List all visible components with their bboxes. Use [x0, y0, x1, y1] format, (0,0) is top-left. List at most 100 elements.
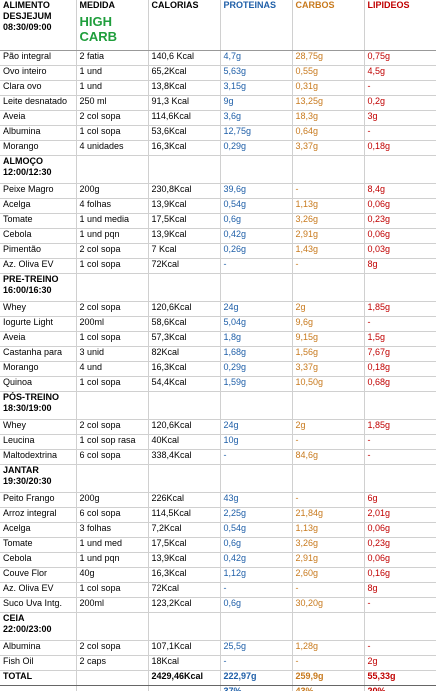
food-row: Ovo inteiro 1 und 65,2Kcal 5,63g 0,55g 4,5g: [0, 65, 436, 81]
section-title: JANTAR: [3, 465, 39, 475]
protein: 3,6g: [220, 110, 293, 126]
food-row: Cebola 1 und pqn 13,9Kcal 0,42g 2,91g 0,06g: [0, 552, 436, 568]
measure: 200g: [76, 492, 149, 508]
fat: 8,4g: [364, 183, 436, 199]
carbs: 30,20g: [292, 597, 365, 613]
carbs: 3,26g: [292, 213, 365, 229]
fat: -: [364, 316, 436, 332]
fat: 1,85g: [364, 301, 436, 317]
protein: 1,68g: [220, 346, 293, 362]
protein: 1,8g: [220, 331, 293, 347]
carbs: 0,64g: [292, 125, 365, 141]
fat: 2,01g: [364, 507, 436, 523]
protein: 0,29g: [220, 140, 293, 156]
measure: 1 und med: [76, 537, 149, 553]
measure: 2 fatia: [76, 50, 149, 66]
fat: 2g: [364, 655, 436, 671]
food: Suco Uva Intg.: [0, 597, 77, 613]
food-row: Peito Frango 200g 226Kcal 43g -6g: [0, 492, 436, 508]
fat: -: [364, 449, 436, 465]
measure: 1 col sopa: [76, 331, 149, 347]
calories: 123,2Kcal: [148, 597, 221, 613]
food: Morango: [0, 361, 77, 377]
protein: 43g: [220, 492, 293, 508]
measure: 6 col sopa: [76, 449, 149, 465]
food-row: Aveia 2 col sopa 114,6Kcal 3,6g 18,3g 3g: [0, 110, 436, 126]
section-cell: ALMOÇO 12:00/12:30: [0, 155, 77, 184]
protein: 0,26g: [220, 243, 293, 259]
empty-cell: [292, 273, 365, 302]
carbs: 2g: [292, 301, 365, 317]
food: Quinoa: [0, 376, 77, 392]
header-food: ALIMENTO: [3, 0, 50, 10]
measure: 2 col sopa: [76, 419, 149, 435]
food: Aveia: [0, 110, 77, 126]
measure: 4 folhas: [76, 198, 149, 214]
measure: 2 col sopa: [76, 110, 149, 126]
protein: 4,7g: [220, 50, 293, 66]
empty-cell: [76, 670, 149, 686]
measure: 1 col sopa: [76, 258, 149, 274]
calories: 13,9Kcal: [148, 228, 221, 244]
carbs: 3,26g: [292, 537, 365, 553]
carbs: 3,37g: [292, 140, 365, 156]
empty-cell: [148, 612, 221, 641]
measure: 1 und pqn: [76, 552, 149, 568]
section-cell: CEIA 22:00/23:00: [0, 612, 77, 641]
carbs: -: [292, 582, 365, 598]
calories: 13,9Kcal: [148, 552, 221, 568]
carbs: 2g: [292, 419, 365, 435]
section-row: PÓS-TREINO 18:30/19:00: [0, 391, 436, 420]
calories: 72Kcal: [148, 258, 221, 274]
fat: 6g: [364, 492, 436, 508]
calories: 65,2Kcal: [148, 65, 221, 81]
fat: 0,06g: [364, 552, 436, 568]
calories: 114,5Kcal: [148, 507, 221, 523]
percent-carbs: 43%: [292, 685, 365, 691]
food: Tomate: [0, 213, 77, 229]
calories: 72Kcal: [148, 582, 221, 598]
calories: 40Kcal: [148, 434, 221, 450]
section-title: PÓS-TREINO: [3, 392, 60, 402]
section-time: 18:30/19:00: [3, 403, 52, 413]
food: Peixe Magro: [0, 183, 77, 199]
food-row: Pimentão 2 col sopa 7 Kcal 0,26g 1,43g 0,03g: [0, 243, 436, 259]
food-row: Maltodextrina 6 col sopa 338,4Kcal -84,6g -: [0, 449, 436, 465]
measure: 1 col sopa: [76, 376, 149, 392]
empty-cell: [76, 612, 149, 641]
fat: -: [364, 640, 436, 656]
empty-cell: [0, 685, 77, 691]
fat: 0,06g: [364, 228, 436, 244]
measure: 4 und: [76, 361, 149, 377]
calories: 57,3Kcal: [148, 331, 221, 347]
calories: 16,3Kcal: [148, 567, 221, 583]
calories: 338,4Kcal: [148, 449, 221, 465]
calories: 16,3Kcal: [148, 361, 221, 377]
section-time: 08:30/09:00: [3, 22, 52, 32]
food: Arroz integral: [0, 507, 77, 523]
empty-cell: [148, 391, 221, 420]
protein: -: [220, 258, 293, 274]
empty-cell: [220, 464, 293, 493]
food-row: Albumina 1 col sopa 53,6Kcal 12,75g 0,64g -: [0, 125, 436, 141]
food-row: Acelga 4 folhas 13,9Kcal 0,54g 1,13g 0,06g: [0, 198, 436, 214]
food: Ovo inteiro: [0, 65, 77, 81]
protein: 0,54g: [220, 522, 293, 538]
food-row: Pão integral 2 fatia 140,6 Kcal 4,7g 28,75g 0…: [0, 50, 436, 66]
fat: -: [364, 434, 436, 450]
measure: 200ml: [76, 316, 149, 332]
protein: 0,42g: [220, 552, 293, 568]
header-calories: CALORIAS: [148, 0, 221, 51]
calories: 226Kcal: [148, 492, 221, 508]
section-time: 19:30/20:30: [3, 476, 52, 486]
empty-cell: [148, 685, 221, 691]
food: Morango: [0, 140, 77, 156]
food: Albumina: [0, 640, 77, 656]
protein: 0,6g: [220, 537, 293, 553]
fat: -: [364, 125, 436, 141]
carbs: -: [292, 492, 365, 508]
protein: 9g: [220, 95, 293, 111]
carbs: 1,56g: [292, 346, 365, 362]
empty-cell: [220, 612, 293, 641]
